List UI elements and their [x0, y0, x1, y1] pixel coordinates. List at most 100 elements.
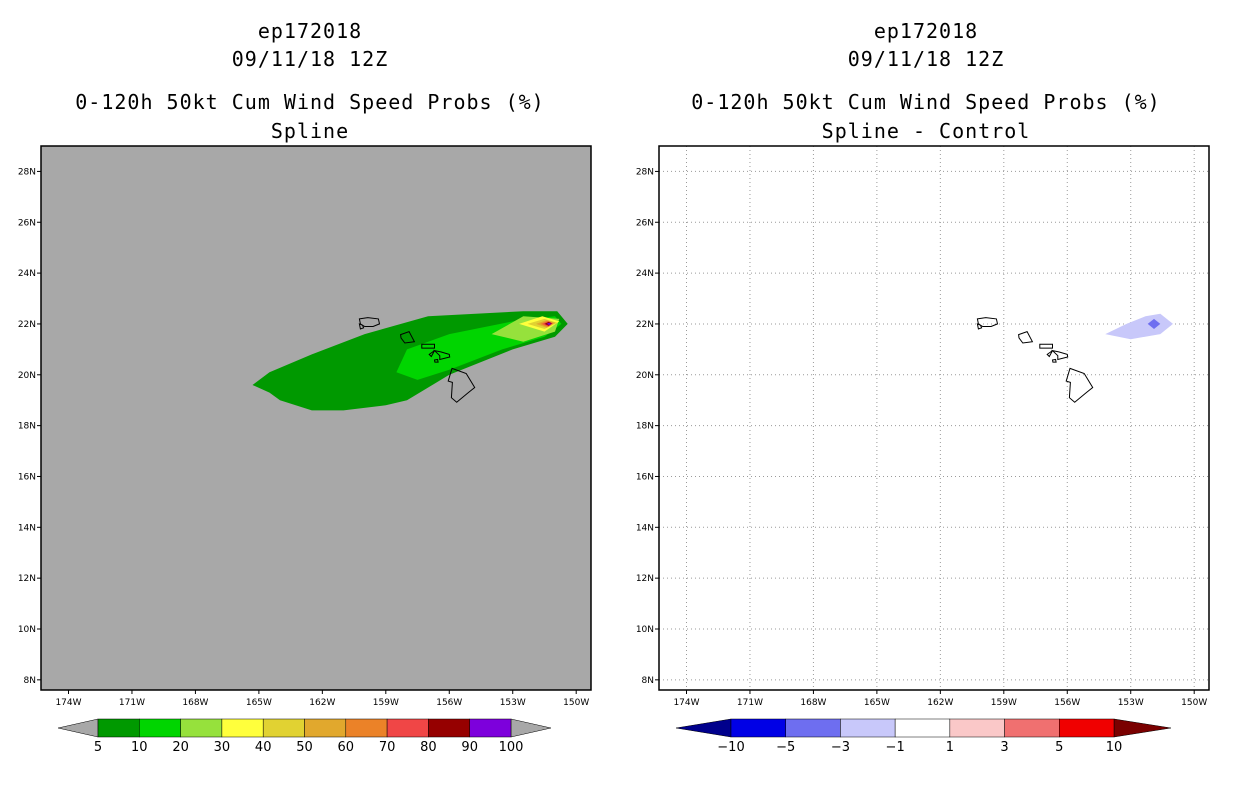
- y-tick-label: 16N: [18, 472, 36, 482]
- colorbar-swatch: [221, 718, 264, 738]
- colorbar-swatch: [345, 718, 388, 738]
- x-tick-label: 168W: [182, 698, 208, 708]
- y-tick-label: 12N: [636, 574, 654, 584]
- left-storm-id: ep172018: [257, 19, 363, 43]
- colorbar-label: −3: [831, 740, 850, 755]
- y-tick-label: 16N: [636, 472, 654, 482]
- y-tick-label: 14N: [18, 523, 36, 533]
- colorbar-label: −10: [717, 740, 744, 755]
- right-datetime: 09/11/18 12Z: [847, 47, 1005, 71]
- panel-0: 174W 171W 168W 165W 162W 159W 156W 153W 150W 28N 2…: [18, 145, 592, 755]
- colorbar-label: −1: [886, 740, 905, 755]
- colorbar-swatch: [730, 718, 786, 738]
- x-tick-label: 165W: [864, 698, 890, 708]
- island-outline: [400, 330, 416, 344]
- x-tick-label: 165W: [246, 698, 272, 708]
- plot-background: [659, 146, 1209, 690]
- island-outline: [1050, 349, 1069, 361]
- island-outline: [428, 350, 435, 358]
- left-title: 0-120h 50kt Cum Wind Speed Probs (%): [75, 90, 545, 114]
- colorbar-label: 90: [461, 740, 478, 755]
- y-tick-label: 26N: [18, 218, 36, 228]
- plot-frame: [658, 145, 1210, 691]
- island-outline: [1018, 330, 1034, 344]
- colorbar-label: 70: [379, 740, 396, 755]
- colorbar-swatch: [180, 718, 223, 738]
- y-tick-label: 10N: [636, 625, 654, 635]
- x-tick-label: 174W: [55, 698, 81, 708]
- colorbar-label: 80: [420, 740, 437, 755]
- y-tick-label: 22N: [18, 320, 36, 330]
- colorbar-label: 1: [946, 740, 954, 755]
- y-tick-label: 18N: [18, 422, 36, 432]
- colorbar-label: 100: [499, 740, 524, 755]
- contour-90-100: [546, 322, 552, 325]
- colorbar-label: 5: [1055, 740, 1063, 755]
- colorbar-swatch: [262, 718, 305, 738]
- colorbar-label: 20: [172, 740, 189, 755]
- x-tick-label: 171W: [119, 698, 145, 708]
- contour--3 to -1: [1105, 313, 1173, 340]
- y-tick-label: 26N: [636, 218, 654, 228]
- island-outline: [1039, 343, 1053, 349]
- colorbar-swatch: [1004, 718, 1060, 738]
- colorbar-swatch: [304, 718, 347, 738]
- x-tick-label: 168W: [800, 698, 826, 708]
- colorbar-swatch: [840, 718, 896, 738]
- y-tick-label: 8N: [642, 676, 654, 686]
- y-tick-label: 24N: [18, 269, 36, 279]
- colorbar-label: −5: [776, 740, 795, 755]
- x-tick-label: 171W: [737, 698, 763, 708]
- x-tick-label: 162W: [927, 698, 953, 708]
- plot-background: [41, 146, 591, 690]
- x-tick-label: 150W: [563, 698, 589, 708]
- x-tick-label: 150W: [1181, 698, 1207, 708]
- colorbar-swatch: [97, 718, 140, 738]
- colorbar-swatch: [785, 718, 841, 738]
- x-tick-label: 156W: [436, 698, 462, 708]
- island-outline: [1051, 358, 1057, 363]
- y-tick-label: 20N: [636, 371, 654, 381]
- colorbar-swatch: [949, 718, 1005, 738]
- colorbar-label: 10: [1106, 740, 1123, 755]
- colorbar-label: 3: [1000, 740, 1008, 755]
- colorbar-lo-arrow: [57, 718, 99, 738]
- y-tick-label: 20N: [18, 371, 36, 381]
- y-tick-label: 12N: [18, 574, 36, 584]
- colorbar-label: 60: [338, 740, 355, 755]
- colorbar-hi-arrow: [1113, 718, 1172, 738]
- colorbar-swatch: [428, 718, 470, 738]
- island-outline: [433, 358, 439, 363]
- plot-frame: [40, 145, 592, 691]
- colorbar-swatch: [1059, 718, 1115, 738]
- colorbar-swatch: [469, 718, 512, 738]
- island-outline: [1065, 367, 1094, 403]
- island-outline: [976, 323, 983, 330]
- x-tick-label: 153W: [1118, 698, 1144, 708]
- colorbar-label: 50: [296, 740, 313, 755]
- right-storm-id: ep172018: [873, 19, 979, 43]
- left-datetime: 09/11/18 12Z: [231, 47, 389, 71]
- y-tick-label: 14N: [636, 523, 654, 533]
- contour--5 to -3: [1147, 318, 1161, 329]
- island-outline: [421, 343, 435, 349]
- colorbar-label: 30: [214, 740, 231, 755]
- x-tick-label: 153W: [500, 698, 526, 708]
- left-subtitle: Spline: [270, 119, 350, 143]
- colorbar-swatch: [894, 718, 951, 738]
- y-tick-label: 18N: [636, 422, 654, 432]
- y-tick-label: 28N: [636, 167, 654, 177]
- colorbar-lo-arrow: [675, 718, 732, 738]
- colorbar-hi-arrow: [510, 718, 552, 738]
- y-tick-label: 28N: [18, 167, 36, 177]
- x-tick-label: 156W: [1054, 698, 1080, 708]
- island-outline: [358, 323, 365, 330]
- x-tick-label: 174W: [673, 698, 699, 708]
- y-tick-label: 10N: [18, 625, 36, 635]
- right-title: 0-120h 50kt Cum Wind Speed Probs (%): [691, 90, 1161, 114]
- right-subtitle: Spline - Control: [821, 119, 1031, 143]
- x-tick-label: 159W: [991, 698, 1017, 708]
- colorbar-label: 40: [255, 740, 272, 755]
- colorbar-label: 5: [94, 740, 102, 755]
